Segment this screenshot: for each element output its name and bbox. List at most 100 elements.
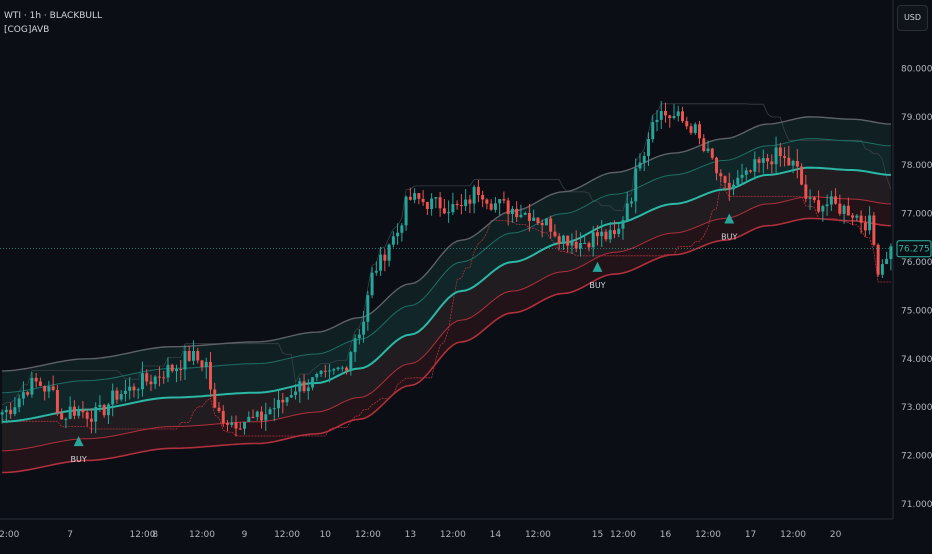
candle [612,220,616,239]
candle-body [187,351,191,361]
candle-body [94,407,98,422]
candle-body [612,230,616,235]
candle [294,383,298,400]
candle [587,241,591,252]
candle-body [868,215,872,231]
candle [145,369,149,386]
candle-body [89,418,93,422]
candle [51,375,55,392]
candle [391,231,395,248]
y-tick-label: 72.000 [901,452,932,462]
candle-body [455,204,459,206]
candle-body [106,404,110,416]
candle [600,219,604,248]
x-tick-label: 12:00 [780,530,806,540]
candle-body [38,381,42,386]
candle [328,364,332,383]
candle-body [221,411,225,424]
candle [506,197,510,226]
candle-body [638,162,642,169]
candle [417,193,421,205]
candle-body [672,116,676,119]
candle-body [625,203,629,220]
candle [340,365,344,372]
candle-body [264,414,268,421]
currency-button[interactable]: USD [897,5,928,31]
candle [255,410,259,421]
candle [332,368,336,375]
buy-signal: BUY [589,261,606,290]
last-price-tag [896,240,932,258]
y-tick-label: 80.000 [901,64,932,74]
candle-body [13,407,17,414]
candle [880,259,884,278]
x-tick-label: 12:00 [355,530,381,540]
candle-body [485,199,489,204]
candle-body [532,217,536,221]
candle [260,406,264,429]
candle-body [736,177,740,185]
candle [60,408,64,420]
candle [13,397,17,417]
candle-body [591,232,595,248]
candle [77,405,81,419]
candle [17,394,21,413]
candle-body [817,200,821,212]
candle [404,195,408,231]
candle-body [464,199,468,207]
candle [451,192,455,215]
candle [315,372,319,382]
candle [81,400,85,419]
candle-body [323,370,327,372]
candle-body [191,351,195,361]
candle-body [812,197,816,201]
candle [761,149,765,174]
candle-body [510,208,514,214]
candle-body [77,409,81,416]
candle-body [600,231,604,237]
candle [21,381,25,406]
candle-body [459,205,463,207]
candle [43,385,47,401]
candle [753,151,757,180]
candle [842,204,846,224]
candle [247,411,251,423]
candle-body [47,386,51,392]
candle [4,406,8,424]
candle-body [664,111,667,116]
y-tick-label: 74.000 [901,355,932,365]
candle [98,395,102,413]
x-tick-label: 12:00 [525,530,551,540]
candle-body [51,386,55,390]
candle [681,106,684,123]
candle-body [217,407,221,411]
candle [829,190,833,211]
x-tick-label: 7 [67,530,73,540]
candle-body [213,389,217,408]
candle [634,158,638,214]
candle [459,194,463,215]
candle [476,179,480,203]
candle [289,387,293,399]
candle [493,197,497,213]
candle [502,191,506,204]
candle [527,204,531,232]
candle [166,357,170,383]
candle-body [740,174,744,178]
candle-body [285,397,289,403]
candle [115,387,119,404]
candle [693,122,697,135]
candle-body [277,399,281,409]
candle [787,145,791,166]
candle-body [123,390,127,394]
candle-body [715,157,719,174]
x-tick-label: 12:00 [129,530,155,540]
candle-body [34,377,38,382]
candle-body [617,228,621,235]
candle-body [234,422,238,429]
candle [34,372,38,388]
candle [38,377,42,387]
candle-body [421,198,425,203]
